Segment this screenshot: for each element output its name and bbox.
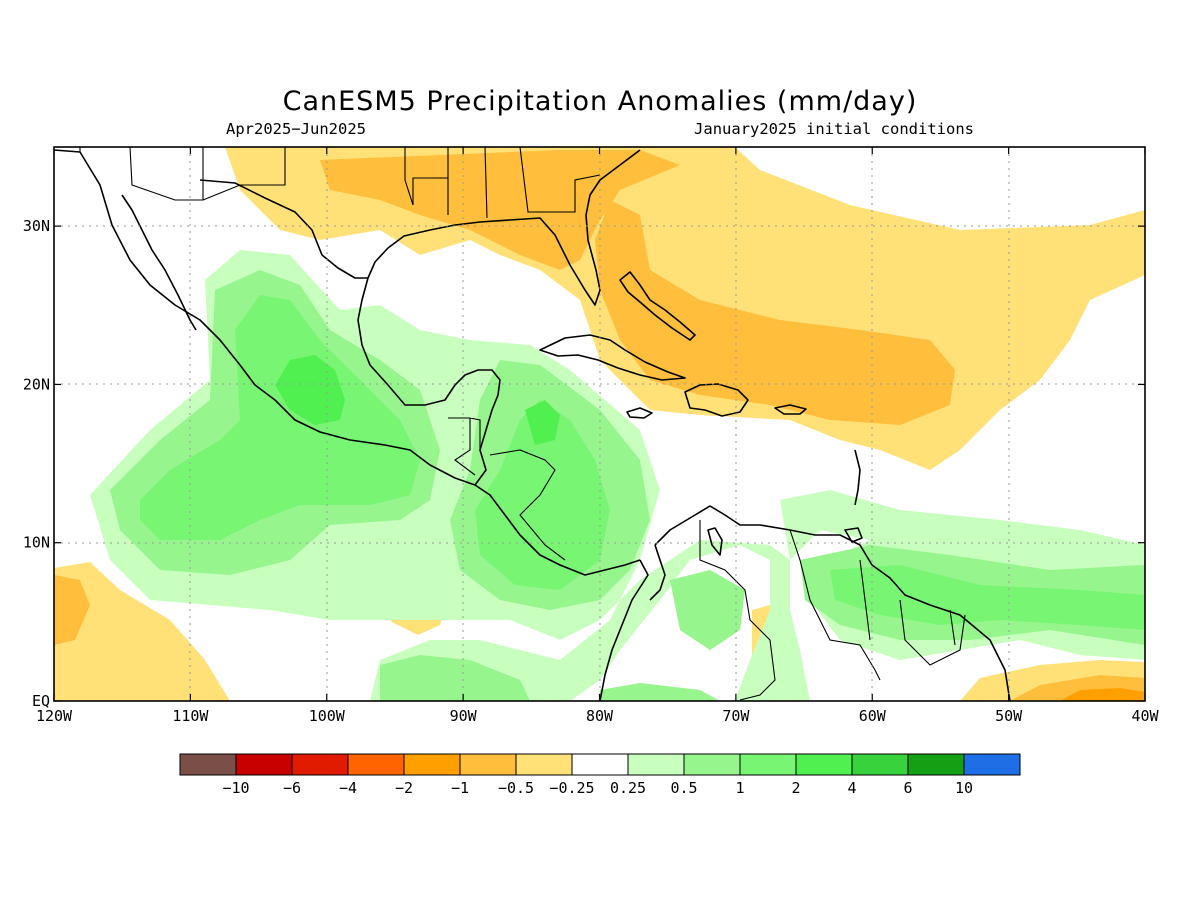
wet-anomaly-layer <box>90 250 1145 701</box>
colorbar-swatch <box>627 753 685 776</box>
colorbar-swatch <box>403 753 461 776</box>
y-tick-label: 10N <box>23 534 50 552</box>
colorbar-swatch <box>515 753 573 776</box>
x-tick-label: 120W <box>36 707 73 725</box>
colorbar-label: −4 <box>339 779 357 797</box>
x-tick-label: 60W <box>859 707 887 725</box>
latitude-axis: EQ 10N 20N 30N <box>23 217 1145 710</box>
forecast-period: Apr2025−Jun2025 <box>226 120 366 138</box>
colorbar-label: 4 <box>847 779 856 797</box>
x-tick-label: 90W <box>450 707 478 725</box>
x-tick-label: 40W <box>1131 707 1159 725</box>
coastlines <box>54 149 1011 701</box>
colorbar-swatch <box>795 753 853 776</box>
colorbar-swatch <box>683 753 741 776</box>
colorbar-label: −0.25 <box>549 779 594 797</box>
colorbar-label: −10 <box>222 779 249 797</box>
dry-anomaly-layer <box>54 147 1145 701</box>
colorbar-label: −1 <box>451 779 469 797</box>
colorbar-swatch <box>347 753 405 776</box>
chart-title: CanESM5 Precipitation Anomalies (mm/day) <box>283 86 918 117</box>
x-tick-label: 110W <box>172 707 209 725</box>
colorbar-swatch <box>963 753 1021 776</box>
colorbar-label: 0.5 <box>670 779 697 797</box>
longitude-axis: 120W 110W 100W 90W 80W 70W 60W 50W 40W <box>36 147 1160 725</box>
colorbar-label: −0.5 <box>498 779 534 797</box>
x-tick-label: 80W <box>586 707 614 725</box>
colorbar-label: 2 <box>791 779 800 797</box>
colorbar-swatch <box>851 753 909 776</box>
colorbar-label: 1 <box>735 779 744 797</box>
colorbar: −10 −6 −4 −2 −1 −0.5 −0.25 0.25 0.5 1 2 4 6 10 <box>179 753 1021 797</box>
colorbar-label: 0.25 <box>610 779 646 797</box>
colorbar-swatch <box>179 753 237 776</box>
colorbar-label: −2 <box>395 779 413 797</box>
country-borders <box>79 147 966 701</box>
x-tick-label: 50W <box>995 707 1023 725</box>
y-tick-label: 20N <box>23 375 50 393</box>
colorbar-label: −6 <box>283 779 301 797</box>
graticule <box>54 147 1145 701</box>
colorbar-label: 10 <box>955 779 973 797</box>
x-tick-label: 100W <box>309 707 346 725</box>
colorbar-label: 6 <box>903 779 912 797</box>
initial-conditions: January2025 initial conditions <box>694 120 974 138</box>
colorbar-swatch <box>235 753 293 776</box>
colorbar-swatch <box>291 753 349 776</box>
colorbar-swatch <box>907 753 965 776</box>
colorbar-swatch <box>459 753 517 776</box>
y-tick-label: 30N <box>23 217 50 235</box>
x-tick-label: 70W <box>722 707 750 725</box>
colorbar-swatch <box>571 753 629 776</box>
y-tick-label: EQ <box>32 692 50 710</box>
colorbar-swatch <box>739 753 797 776</box>
